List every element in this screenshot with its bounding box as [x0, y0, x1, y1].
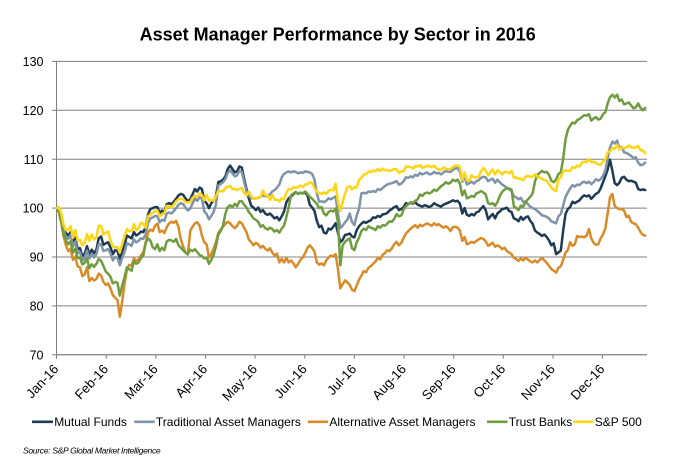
svg-text:130: 130 — [23, 55, 44, 69]
svg-text:Asset Manager Performance by S: Asset Manager Performance by Sector in 2… — [140, 24, 536, 44]
svg-text:Source: S&P Global Market Int: Source: S&P Global Market Intelligence — [23, 446, 161, 456]
svg-text:120: 120 — [23, 104, 44, 118]
svg-text:90: 90 — [30, 251, 44, 265]
svg-text:S&P 500: S&P 500 — [595, 415, 642, 429]
svg-text:Trust Banks: Trust Banks — [509, 415, 573, 429]
svg-text:Alternative Asset Managers: Alternative Asset Managers — [329, 415, 475, 429]
svg-text:100: 100 — [23, 202, 44, 216]
svg-text:80: 80 — [30, 300, 44, 314]
svg-text:70: 70 — [30, 348, 44, 362]
svg-text:Mutual Funds: Mutual Funds — [54, 415, 127, 429]
svg-text:Traditional Asset Managers: Traditional Asset Managers — [156, 415, 301, 429]
svg-text:110: 110 — [24, 153, 44, 167]
